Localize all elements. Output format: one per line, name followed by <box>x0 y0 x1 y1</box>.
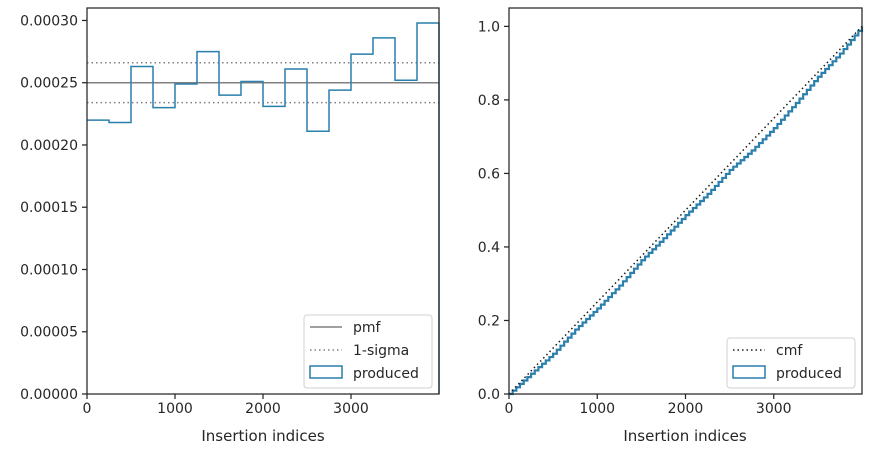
x-tick-label: 3000 <box>333 401 369 417</box>
y-tick-label: 0.00030 <box>20 13 78 29</box>
y-tick-label: 0.0 <box>478 387 500 403</box>
histogram-plot-frame <box>86 7 440 395</box>
histogram-legend: pmf 1-sigma produced <box>303 314 433 389</box>
x-tick-label: 0 <box>83 401 92 417</box>
x-tick-label: 0 <box>505 401 514 417</box>
cumulative-plot-frame <box>508 7 863 395</box>
y-tick-label: 0.00000 <box>20 387 78 403</box>
x-tick-label: 3000 <box>756 401 792 417</box>
cumulative-panel: 0 1000 2000 3000 0.0 0.2 0.4 0.6 0.8 1.0 Insertio… <box>478 7 864 445</box>
cumulative-legend: cmf produced <box>726 337 856 389</box>
legend-produced-swatch <box>309 365 343 379</box>
y-tick-label: 0.00005 <box>20 325 78 341</box>
x-tick-label: 2000 <box>245 401 281 417</box>
y-tick-label: 1.0 <box>478 19 500 35</box>
produced-histogram-step <box>87 22 440 394</box>
produced-cumulative-line <box>509 26 864 396</box>
x-tick-label: 1000 <box>157 401 193 417</box>
y-tick-label: 0.8 <box>478 93 500 109</box>
y-tick-label: 0.00020 <box>20 138 78 154</box>
x-tick-label: 2000 <box>668 401 704 417</box>
legend-cmf-label: cmf <box>776 343 803 359</box>
histogram-xlabel: Insertion indices <box>201 427 324 445</box>
y-tick-label: 0.00015 <box>20 200 78 216</box>
histogram-legend-frame <box>303 314 433 389</box>
legend-pmf-label: pmf <box>353 320 382 336</box>
legend-produced-label: produced <box>353 366 419 382</box>
y-tick-label: 0.4 <box>478 240 500 256</box>
y-tick-label: 0.6 <box>478 166 500 182</box>
legend-produced-cmf-label: produced <box>776 366 842 382</box>
y-tick-label: 0.00010 <box>20 262 78 278</box>
legend-produced-cmf-swatch <box>732 365 766 379</box>
cumulative-legend-frame <box>726 337 856 389</box>
legend-sigma-label: 1-sigma <box>353 343 409 359</box>
cumulative-xlabel: Insertion indices <box>623 427 746 445</box>
x-tick-label: 1000 <box>579 401 615 417</box>
y-tick-label: 0.00025 <box>20 76 78 92</box>
y-tick-label: 0.2 <box>478 313 500 329</box>
histogram-panel: 0 1000 2000 3000 0.00000 0.00005 0.00010 0.0001… <box>20 7 440 445</box>
